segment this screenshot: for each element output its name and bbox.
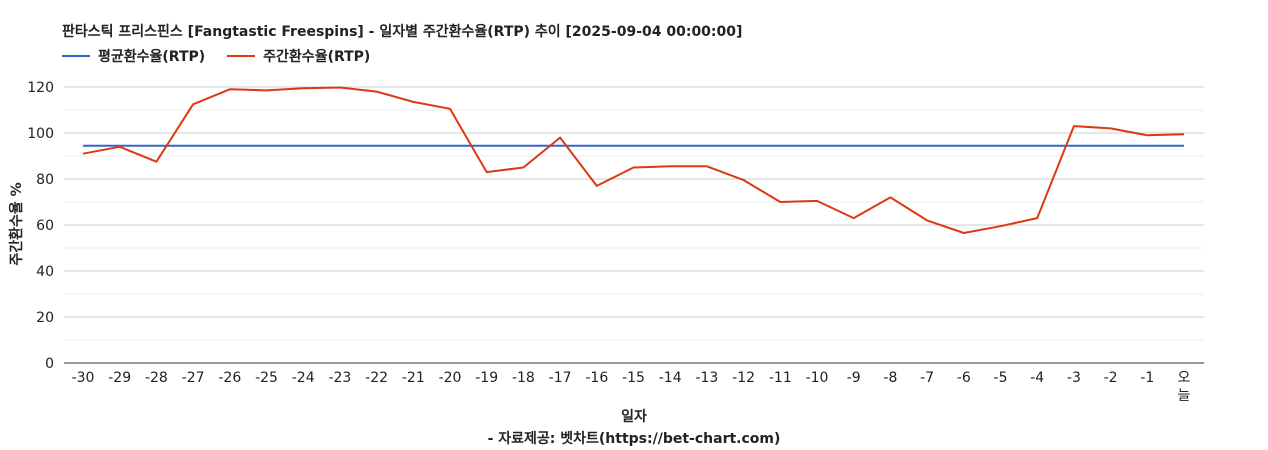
x-tick-label: -30	[72, 370, 95, 386]
x-tick-label: -8	[883, 370, 897, 386]
x-tick-label: -9	[847, 370, 861, 386]
x-tick-labels: -30 -29 -28 -27 -26 -25 -24 -23 -22 -21 -20 -19 -18-…	[72, 370, 1191, 404]
legend-swatch-weekly	[227, 55, 256, 57]
source-credit: - 자료제공: 벳차트(https://bet-chart.com)	[487, 431, 781, 447]
x-axis-label: 일자	[621, 409, 647, 425]
legend-label-average: 평균환수율(RTP)	[98, 49, 206, 65]
legend-item-weekly[interactable]: 주간환수율(RTP)	[227, 46, 370, 66]
y-tick-label: 0	[45, 356, 54, 372]
x-tick-label: -27	[182, 370, 205, 386]
x-tick-label: -23	[328, 370, 351, 386]
legend: 평균환수율(RTP) 주간환수율(RTP)	[62, 46, 392, 66]
x-tick-label: -21	[402, 370, 425, 386]
y-axis-label: 주간환수율 %	[9, 182, 25, 266]
x-tick-label: -4	[1030, 370, 1044, 386]
x-tick-label: -24	[292, 370, 315, 386]
y-tick-label: 100	[27, 126, 54, 142]
x-tick-label: 오	[1178, 370, 1191, 386]
x-tick-label: -28	[145, 370, 168, 386]
x-tick-label: 늘	[1178, 388, 1191, 404]
grid-lines	[64, 86, 1204, 341]
x-tick-label: -29	[108, 370, 131, 386]
x-tick-label: -22	[365, 370, 388, 386]
y-tick-label: 80	[36, 172, 54, 188]
y-tick-label: 60	[36, 218, 54, 234]
x-tick-label: -14	[659, 370, 682, 386]
x-tick-label: -2	[1104, 370, 1118, 386]
x-tick-label: -17	[549, 370, 572, 386]
x-tick-label: -6	[957, 370, 971, 386]
x-tick-label: -26	[218, 370, 241, 386]
x-tick-label: -10	[806, 370, 829, 386]
y-tick-label: 40	[36, 264, 54, 280]
x-tick-label: -7	[920, 370, 934, 386]
legend-label-weekly: 주간환수율(RTP)	[263, 49, 371, 65]
x-tick-label: -11	[769, 370, 792, 386]
chart-title: 판타스틱 프리스핀스 [Fangtastic Freespins] - 일자별 …	[62, 24, 743, 40]
x-tick-label: -18	[512, 370, 535, 386]
series-lines	[82, 86, 1185, 234]
x-tick-label: -5	[994, 370, 1008, 386]
y-tick-label: 120	[27, 80, 54, 96]
x-tick-label: -19	[475, 370, 498, 386]
x-tick-label: -15	[622, 370, 645, 386]
x-tick-label: -25	[255, 370, 278, 386]
x-tick-label: -20	[439, 370, 462, 386]
y-tick-label: 20	[36, 310, 54, 326]
series-line-weekly[interactable]	[82, 86, 1185, 234]
legend-item-average[interactable]: 평균환수율(RTP)	[62, 46, 205, 66]
x-tick-label: -12	[732, 370, 755, 386]
x-tick-label: -1	[1140, 370, 1154, 386]
legend-swatch-average	[62, 55, 90, 57]
x-tick-label: -16	[585, 370, 608, 386]
x-tick-label: -3	[1067, 370, 1081, 386]
y-tick-labels: 0 20 40 60 80 100 120	[27, 80, 54, 372]
x-tick-label: -13	[695, 370, 718, 386]
